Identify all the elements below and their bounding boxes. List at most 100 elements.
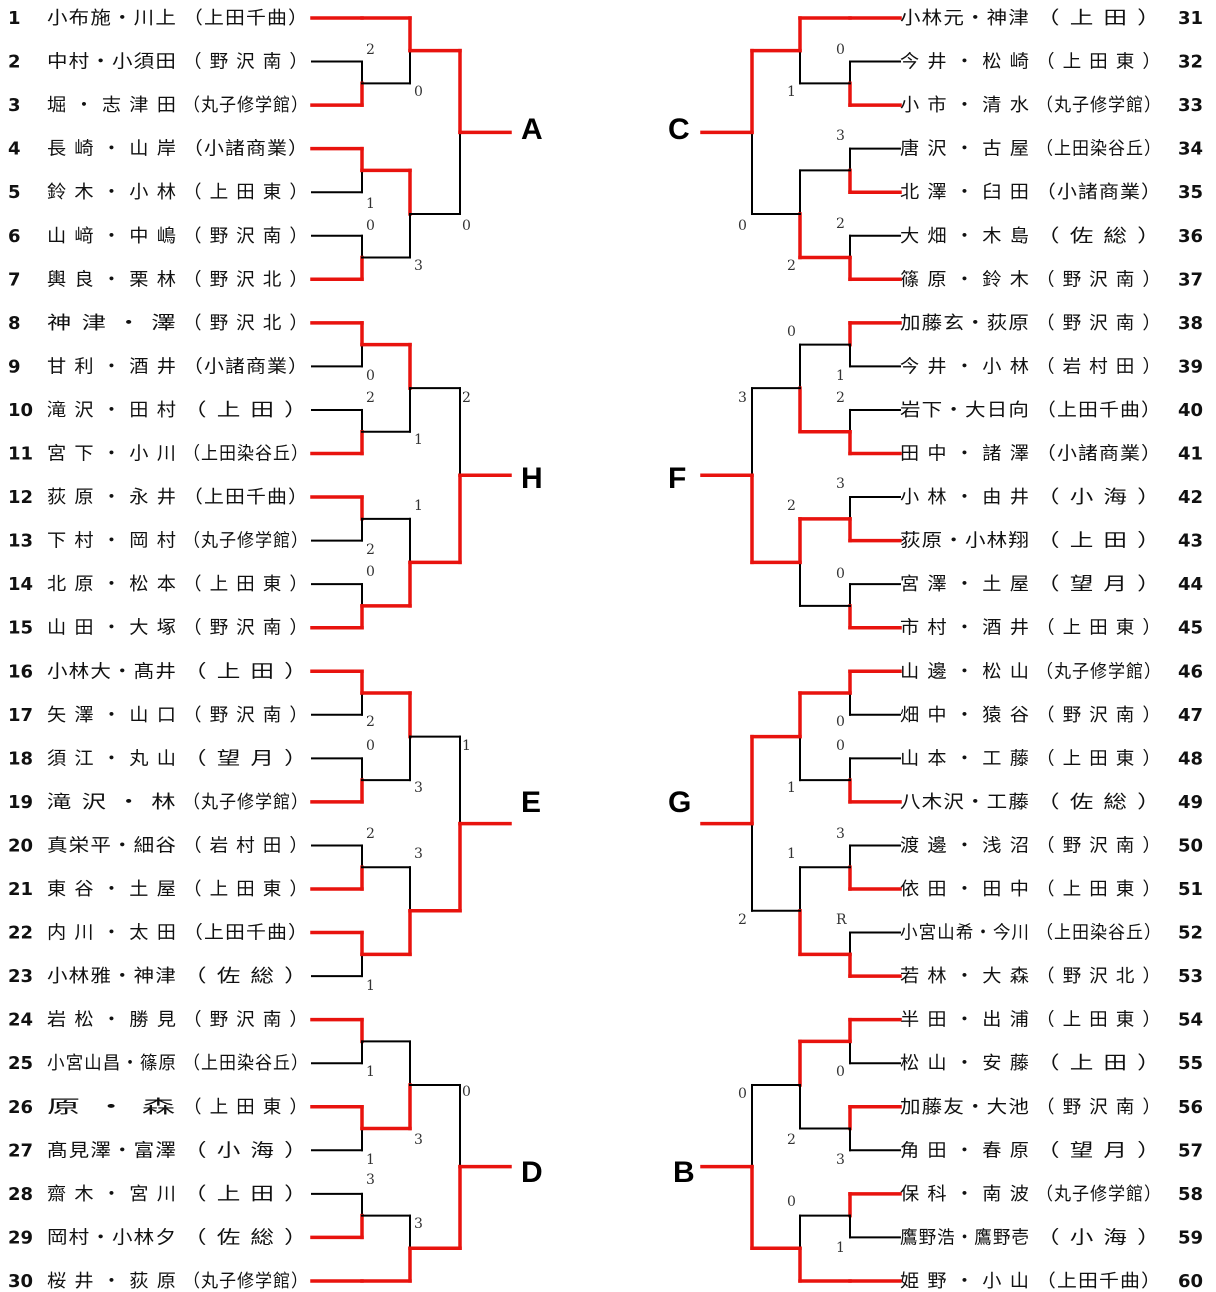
score-label: 3 — [836, 1152, 845, 1168]
entry-school: （ 野 沢 南 ） — [183, 52, 309, 73]
entry-names: 髙見澤・富澤 — [47, 1140, 177, 1161]
entry-names: 篠 原 ・ 鈴 木 — [900, 269, 1030, 290]
entry-number: 8 — [8, 313, 21, 334]
score-label: 0 — [366, 218, 375, 234]
score-label: 2 — [836, 390, 845, 406]
entry-number: 31 — [1178, 8, 1203, 29]
entry-number: 18 — [8, 748, 33, 769]
entry-names: 市 村 ・ 酒 井 — [900, 618, 1030, 639]
entry-names: 宮 澤 ・ 土 屋 — [900, 574, 1030, 595]
entry-names: 若 林 ・ 大 森 — [900, 966, 1030, 987]
entry-number: 60 — [1178, 1271, 1203, 1292]
score-label: 0 — [836, 42, 845, 58]
entry-number: 33 — [1178, 95, 1203, 116]
entry-number: 22 — [8, 923, 33, 944]
score-label: 0 — [366, 738, 375, 754]
entry-school: （ 野 沢 南 ） — [183, 1010, 309, 1031]
entry-school: （上田千曲） — [183, 923, 309, 944]
entry-number: 5 — [8, 182, 21, 203]
score-label: 1 — [787, 84, 796, 100]
entry-names: 岡村・小林夕 — [47, 1227, 177, 1248]
entry-names: 長 崎 ・ 山 岸 — [47, 139, 177, 160]
entry-school: （上田染谷丘） — [1036, 139, 1162, 160]
entry-names: 北 澤 ・ 臼 田 — [900, 182, 1030, 203]
entry-school: （ 小 海 ） — [1036, 487, 1162, 508]
score-label: 2 — [366, 390, 375, 406]
entry-number: 11 — [8, 444, 33, 465]
entry-names: 荻 原 ・ 永 井 — [47, 487, 177, 508]
entry-names: 小林大・髙井 — [47, 661, 177, 682]
score-label: 0 — [787, 324, 796, 340]
entry-number: 49 — [1178, 792, 1203, 813]
entry-school: （ 望 月 ） — [1036, 1140, 1162, 1161]
entry-names: 山 邊 ・ 松 山 — [900, 661, 1030, 682]
score-label: R — [836, 912, 847, 928]
score-label: 0 — [787, 1194, 796, 1210]
entry-names: 畑 中 ・ 猿 谷 — [900, 705, 1030, 726]
score-label: 3 — [414, 1216, 423, 1232]
block-labels: A H E D C F G B — [521, 113, 695, 1189]
entry-school: （ 野 沢 北 ） — [183, 313, 309, 334]
block-label-f: F — [668, 462, 686, 495]
score-label: 2 — [366, 714, 375, 730]
entry-names: 鷹野浩・鷹野壱 — [900, 1226, 1030, 1248]
entries: 1 小布施・川上 （上田千曲） 2 中村・小須田 （ 野 沢 南 ） 3 堀 ・ 志 津 田 （… — [8, 8, 1203, 1292]
score-label: 0 — [462, 218, 471, 234]
entry-number: 51 — [1178, 879, 1203, 900]
score-label: 3 — [366, 1172, 375, 1188]
entry-school: （ 上 田 東 ） — [1036, 879, 1162, 900]
entry-names: 中村・小須田 — [47, 52, 177, 73]
score-label: 0 — [836, 1064, 845, 1080]
entry-number: 13 — [8, 531, 33, 552]
score-label: 2 — [366, 826, 375, 842]
entry-names: 荻原・小林翔 — [900, 531, 1030, 552]
entry-number: 7 — [8, 269, 21, 290]
entry-names: 東 谷 ・ 土 屋 — [47, 879, 177, 900]
entry-number: 36 — [1178, 226, 1203, 247]
score-label: 1 — [414, 498, 423, 514]
entry-school: （ 野 沢 南 ） — [1036, 1097, 1162, 1118]
block-label-a: A — [521, 113, 543, 146]
entry-school: （ 上 田 ） — [1036, 8, 1162, 29]
score-label: 0 — [836, 714, 845, 730]
entry-number: 54 — [1178, 1010, 1203, 1031]
scores: 2 0 1 0 3 0 0 2 1 2 1 2 0 2 0 3 1 2 3 1 … — [366, 42, 847, 1256]
entry-school: （丸子修学館） — [183, 531, 309, 552]
entry-school: （ 上 田 ） — [1036, 1053, 1162, 1074]
entry-number: 35 — [1178, 182, 1203, 203]
score-label: 0 — [836, 738, 845, 754]
score-label: 1 — [366, 1152, 375, 1168]
entry-number: 58 — [1178, 1184, 1203, 1205]
score-label: 3 — [836, 476, 845, 492]
entry-school: （ 上 田 ） — [183, 661, 309, 682]
entry-number: 55 — [1178, 1053, 1203, 1074]
entry-school: （ 佐 総 ） — [183, 966, 309, 987]
entry-names: 大 畑 ・ 木 島 — [900, 226, 1030, 247]
entry-school: （ 岩 村 田 ） — [1036, 356, 1162, 377]
score-label: 1 — [787, 780, 796, 796]
entry-school: （ 上 田 東 ） — [183, 879, 309, 900]
entry-names: 宮 下 ・ 小 川 — [47, 444, 177, 465]
score-label: 1 — [414, 432, 423, 448]
entry-number: 16 — [8, 661, 33, 682]
entry-school: （ 上 田 東 ） — [1036, 1010, 1162, 1031]
entry-names: 加藤玄・荻原 — [900, 313, 1030, 334]
entry-names: 保 科 ・ 南 波 — [900, 1184, 1030, 1205]
entry-names: 内 川 ・ 太 田 — [47, 923, 177, 944]
entry-school: （ 上 田 ） — [183, 400, 309, 421]
score-label: 3 — [836, 826, 845, 842]
block-label-h: H — [521, 462, 543, 495]
entry-number: 6 — [8, 226, 21, 247]
entry-names: 岩 松 ・ 勝 見 — [47, 1010, 177, 1031]
entry-names: 姫 野 ・ 小 山 — [900, 1271, 1030, 1292]
entry-number: 40 — [1178, 400, 1203, 421]
entry-school: （上田染谷丘） — [183, 1053, 309, 1074]
entry-names: 角 田 ・ 春 原 — [900, 1140, 1030, 1161]
entry-number: 44 — [1178, 574, 1203, 595]
entry-names: 半 田 ・ 出 浦 — [900, 1010, 1030, 1031]
entry-school: （ 小 海 ） — [1036, 1227, 1162, 1248]
score-label: 3 — [414, 1132, 423, 1148]
entry-school: （丸子修学館） — [183, 1271, 309, 1292]
score-label: 0 — [836, 566, 845, 582]
score-label: 1 — [366, 978, 375, 994]
